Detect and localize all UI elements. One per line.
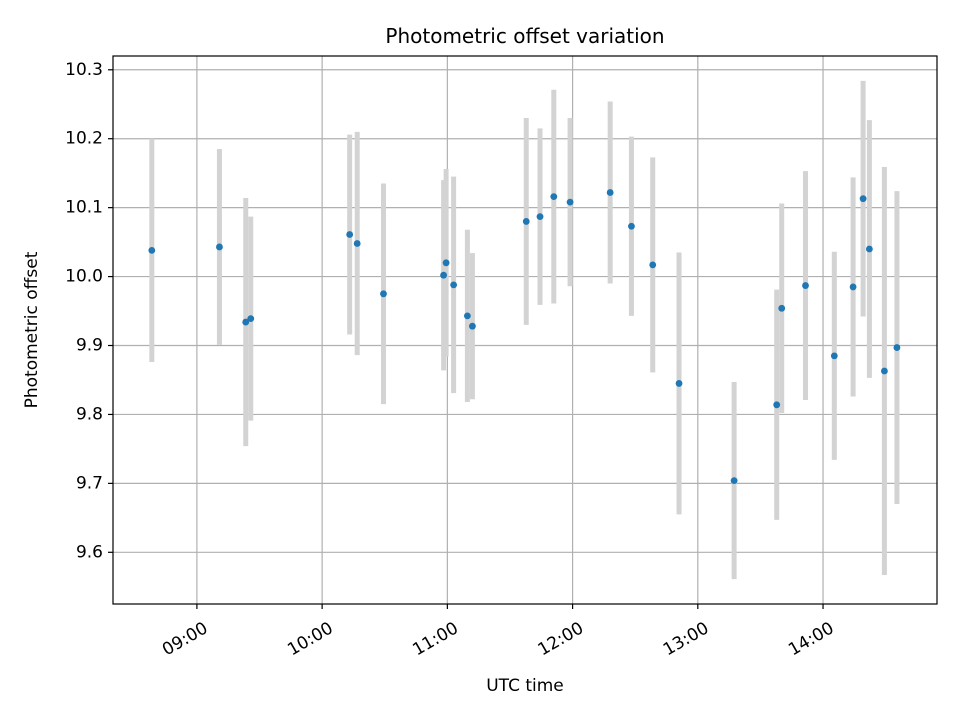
data-point xyxy=(550,193,558,201)
data-point xyxy=(148,246,156,254)
y-tick-label: 10.2 xyxy=(65,129,103,149)
data-point xyxy=(865,245,873,253)
data-point xyxy=(353,240,361,247)
data-point xyxy=(675,380,683,387)
data-point xyxy=(469,322,476,330)
x-axis-title: UTC time xyxy=(486,676,564,696)
data-point xyxy=(849,283,857,291)
y-axis-ticks: 9.6 9.7 9.8 9.9 10.0 10.1 10.2 10.3 xyxy=(65,60,113,562)
data-point xyxy=(830,352,838,360)
data-point xyxy=(773,401,781,409)
data-point xyxy=(802,282,809,289)
plot-area-frame xyxy=(112,55,938,605)
data-point xyxy=(893,344,901,351)
data-point xyxy=(450,281,458,289)
data-point xyxy=(536,213,544,221)
y-tick-label: 9.6 xyxy=(76,542,103,562)
data-point xyxy=(380,290,387,298)
y-tick-label: 9.7 xyxy=(76,473,103,493)
data-point xyxy=(881,367,888,375)
y-tick-label: 10.3 xyxy=(65,60,103,80)
data-point xyxy=(346,231,354,238)
data-point xyxy=(566,198,574,206)
data-point xyxy=(778,304,786,312)
data-point xyxy=(649,261,657,269)
data-point xyxy=(440,271,448,279)
chart-title: Photometric offset variation xyxy=(385,24,664,48)
y-tick-label: 9.8 xyxy=(76,404,103,424)
data-point xyxy=(522,218,530,225)
data-points xyxy=(148,189,901,485)
data-point xyxy=(247,315,255,323)
y-tick-label: 9.9 xyxy=(76,336,103,356)
y-tick-label: 10.1 xyxy=(65,198,103,218)
data-point xyxy=(442,259,450,267)
y-tick-label: 10.0 xyxy=(65,267,103,287)
y-axis-title: Photometric offset xyxy=(22,251,42,408)
data-point xyxy=(606,189,614,196)
data-point xyxy=(730,477,738,485)
data-point xyxy=(242,318,250,326)
data-point xyxy=(859,195,867,203)
data-point xyxy=(628,222,635,230)
data-point xyxy=(216,243,223,251)
data-point xyxy=(463,312,471,320)
